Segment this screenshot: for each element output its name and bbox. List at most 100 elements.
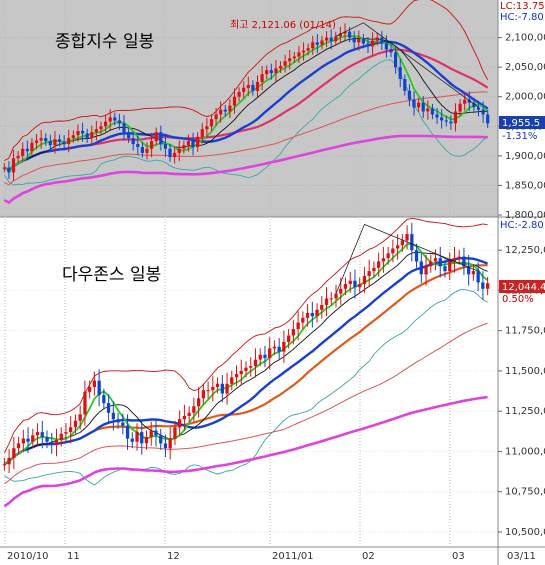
kospi-ytick-label: 2,050,00	[505, 62, 545, 73]
dow-candle-body	[130, 438, 134, 442]
kospi-title: 종합지수 일봉	[55, 32, 154, 52]
kospi-candle-body	[417, 102, 421, 108]
kospi-lc-label: LC:13.75	[500, 1, 545, 12]
dow-candle-body	[381, 258, 385, 262]
dow-candle-body	[486, 283, 490, 289]
dow-candle-body	[438, 258, 442, 267]
date-label: 03	[452, 551, 465, 562]
kospi-candle-body	[34, 140, 39, 143]
kospi-candle-body	[260, 74, 264, 82]
kospi-candle-body	[154, 132, 158, 142]
dow-candle-body	[40, 432, 44, 437]
dow-candle-body	[296, 322, 300, 329]
dow-candle-body	[35, 432, 40, 436]
dow-candle-body	[244, 367, 248, 371]
dow-candle-body	[310, 313, 314, 317]
dow-candle-body	[168, 438, 172, 449]
kospi-change-pct: -1.31%	[502, 131, 537, 142]
kospi-candle-body	[21, 148, 25, 156]
kospi-ytick-label: 2,000,00	[505, 92, 545, 103]
kospi-candle-body	[380, 37, 384, 44]
dow-candle-body	[414, 250, 419, 262]
kospi-candle-body	[94, 129, 98, 133]
kospi-candle-body	[30, 142, 34, 152]
dow-candle-body	[54, 440, 59, 445]
kospi-ma-60-line	[4, 91, 488, 186]
kospi-candle-body	[76, 131, 80, 136]
dow-candle-body	[64, 432, 68, 434]
dow-candle-body	[334, 293, 338, 299]
kospi-candle-body	[191, 141, 195, 147]
kospi-candle-body	[481, 109, 485, 115]
dow-candle-body	[154, 430, 158, 436]
dow-candle-body	[159, 435, 163, 444]
kospi-candle-body	[209, 119, 214, 127]
kospi-candle-body	[108, 117, 112, 122]
dow-candle-body	[339, 288, 343, 294]
kospi-candle-body	[458, 103, 462, 112]
kospi-candle-body	[301, 50, 306, 53]
kospi-candle-body	[274, 68, 278, 73]
kospi-candle-body	[472, 102, 476, 108]
dow-ma-20-line	[3, 256, 489, 466]
kospi-candle-body	[145, 148, 149, 153]
kospi-candle-body	[140, 147, 144, 153]
dow-pattern-triangle	[335, 223, 479, 294]
dow-candle-body	[386, 253, 390, 259]
kospi-candle-body	[476, 107, 481, 110]
dow-candle-body	[140, 432, 144, 444]
kospi-last-badge	[499, 116, 545, 129]
dow-candle-body	[329, 298, 333, 300]
kospi-candle-body	[334, 36, 338, 42]
kospi-candle-body	[173, 152, 177, 157]
kospi-candle-body	[242, 87, 246, 92]
kospi-candle-body	[16, 155, 20, 159]
kospi-panel-bg	[0, 0, 498, 217]
dow-candle-body	[45, 436, 49, 442]
kospi-candle-body	[200, 129, 204, 137]
kospi-candle-body	[320, 40, 324, 45]
dow-candle-body	[88, 387, 92, 392]
dow-candle-body	[467, 266, 471, 275]
kospi-candle-body	[186, 141, 190, 146]
kospi-ma-5-line	[3, 35, 489, 172]
kospi-candle-body	[99, 126, 103, 130]
kospi-candle-body	[278, 66, 283, 69]
dow-candle-body	[220, 383, 224, 394]
dow-candle-body	[182, 416, 186, 420]
dow-ytick-label: 10,750,0	[505, 487, 545, 498]
dow-change-pct: 0.50%	[502, 294, 534, 305]
dow-candle-body	[253, 359, 258, 367]
kospi-candle-body	[53, 139, 57, 146]
kospi-candle-body	[329, 37, 333, 42]
kospi-candle-body	[219, 109, 223, 115]
date-label: 02	[362, 551, 375, 562]
dow-candle-body	[268, 348, 272, 359]
dow-last-badge	[499, 280, 545, 293]
dow-candle-body	[448, 261, 452, 272]
kospi-candle-body	[449, 121, 453, 124]
dow-candle-body	[343, 284, 348, 289]
kospi-candle-body	[440, 117, 444, 121]
dow-candle-body	[121, 422, 125, 426]
kospi-candle-body	[444, 120, 448, 122]
dow-candle-body	[16, 443, 21, 449]
dow-candle-body	[377, 261, 381, 268]
dow-candle-body	[258, 354, 262, 360]
dow-candle-body	[348, 280, 352, 284]
kospi-candle-body	[232, 96, 237, 106]
dow-last-value: 12,044.4	[502, 282, 545, 293]
kospi-candle-body	[435, 114, 439, 118]
kospi-candle-body	[389, 49, 393, 53]
kospi-candle-body	[394, 52, 398, 68]
kospi-candle-body	[44, 138, 48, 142]
dow-candle-body	[230, 377, 234, 384]
kospi-candle-body	[182, 145, 186, 149]
kospi-candle-body	[163, 144, 167, 149]
dow-candle-body	[192, 406, 196, 413]
dow-candle-body	[324, 298, 329, 305]
kospi-ytick-label: 2,100,00	[505, 33, 545, 44]
kospi-candle-body	[205, 126, 209, 130]
dow-candle-body	[234, 374, 239, 378]
